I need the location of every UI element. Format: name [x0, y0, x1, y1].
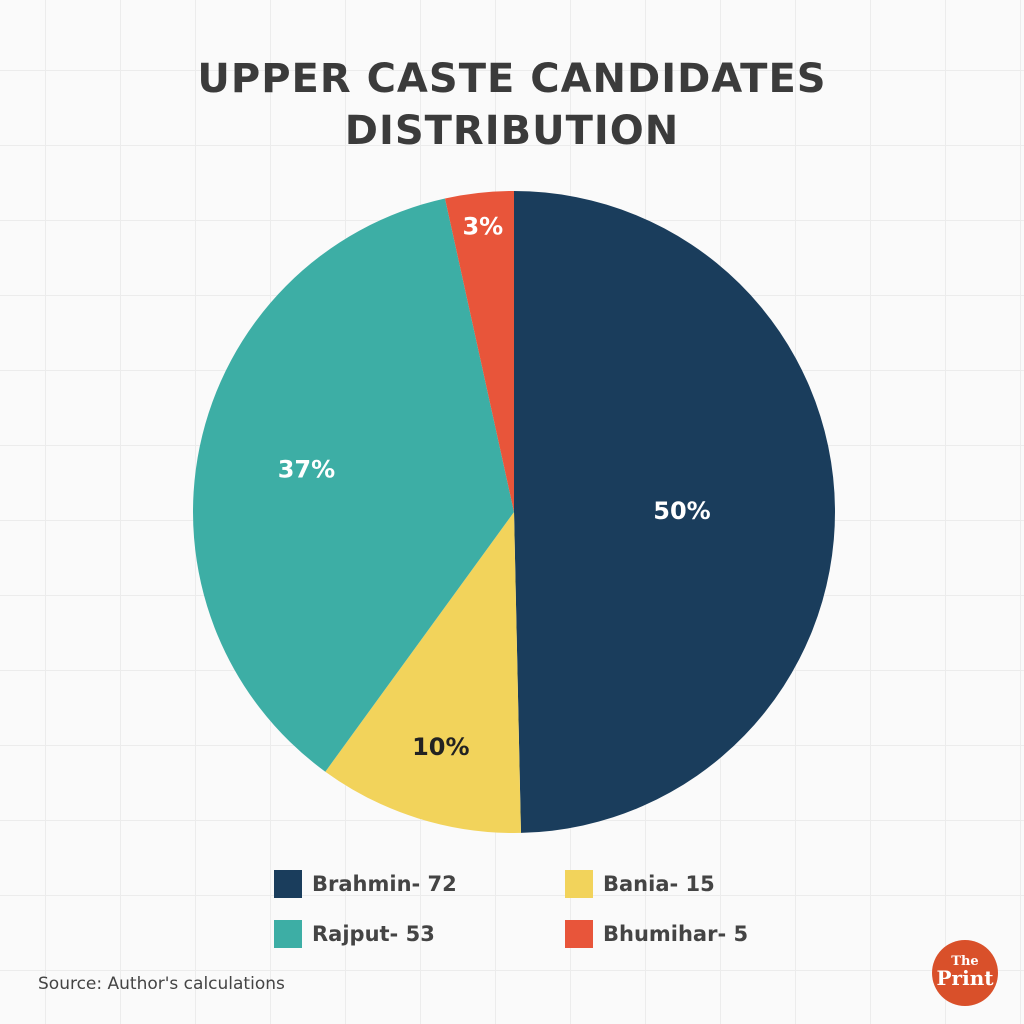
legend-swatch: [565, 870, 593, 898]
legend-item-rajput: Rajput- 53: [274, 920, 435, 948]
source-note: Source: Author's calculations: [38, 974, 285, 994]
legend-swatch: [274, 920, 302, 948]
legend-label: Brahmin- 72: [312, 872, 457, 896]
legend-swatch: [274, 870, 302, 898]
legend-swatch: [565, 920, 593, 948]
chart-title-line-2: DISTRIBUTION: [344, 108, 680, 154]
legend-item-brahmin: Brahmin- 72: [274, 870, 457, 898]
legend-label: Rajput- 53: [312, 922, 435, 946]
pie-slice-rajput: [193, 198, 515, 772]
chart-title-line-1: UPPER CASTE CANDIDATES: [197, 56, 827, 102]
logo-text-print: Print: [936, 966, 994, 990]
logo-text-the: The: [951, 954, 979, 969]
data-label: 10%: [412, 733, 469, 761]
legend-item-bania: Bania- 15: [565, 870, 715, 898]
legend-label: Bania- 15: [603, 872, 715, 896]
data-label: 50%: [653, 497, 710, 525]
data-label: 37%: [278, 456, 335, 484]
pie-slice-brahmin: [514, 191, 836, 833]
data-label: 3%: [462, 213, 503, 241]
pie-slice-bhumihar: [444, 191, 514, 512]
legend-label: Bhumihar- 5: [603, 922, 749, 946]
legend-item-bhumihar: Bhumihar- 5: [565, 920, 748, 948]
theprint-logo: The Print: [932, 940, 998, 1006]
pie-slice-bania: [325, 512, 521, 834]
